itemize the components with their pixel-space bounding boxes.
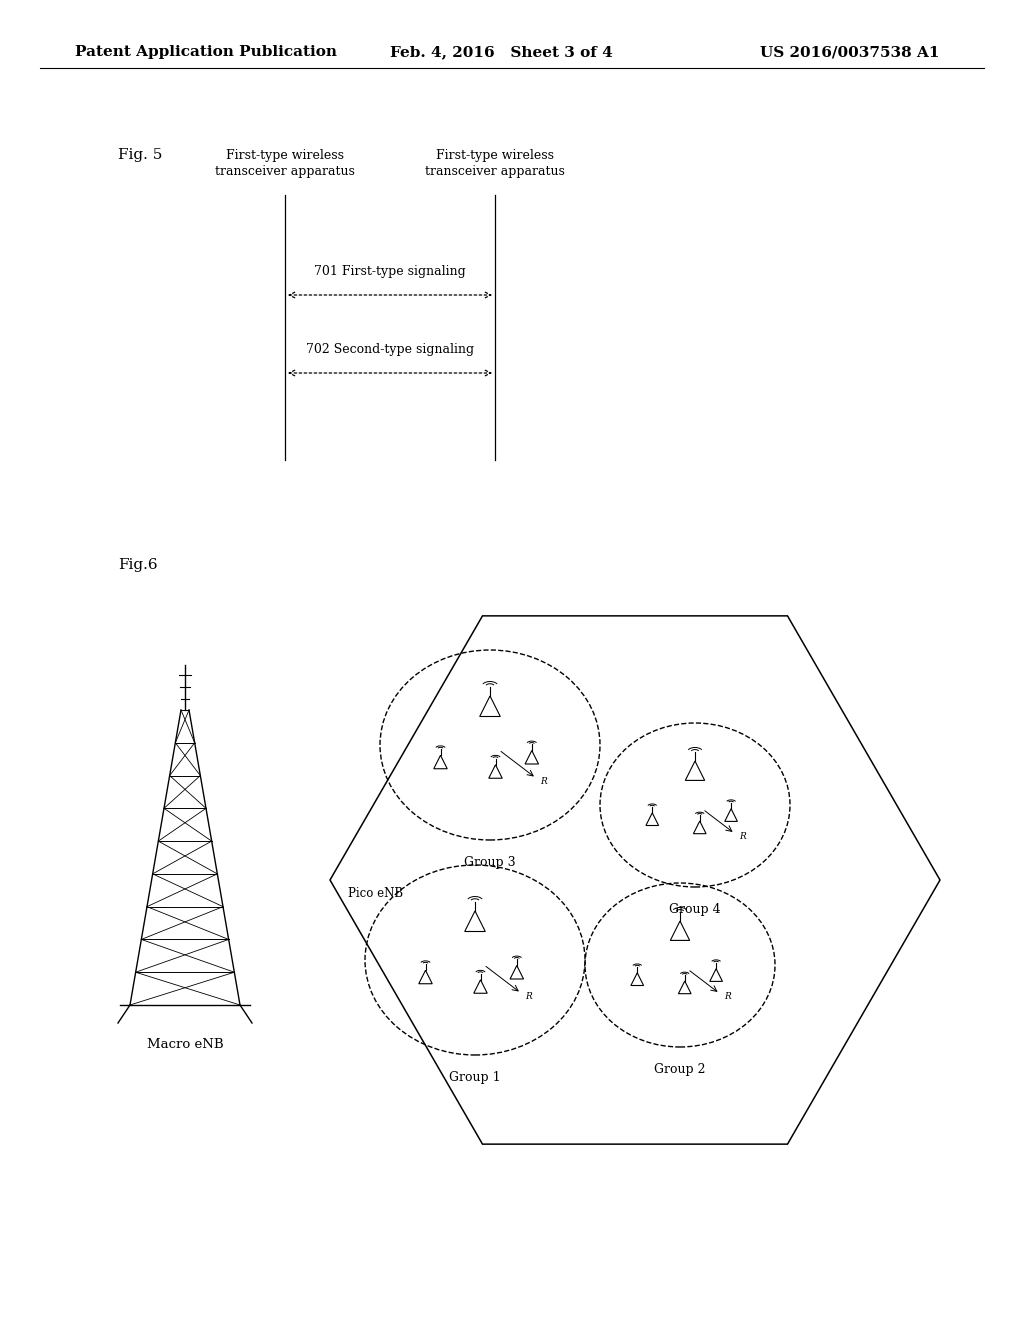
- Polygon shape: [474, 979, 487, 993]
- Text: Group 1: Group 1: [450, 1071, 501, 1084]
- Polygon shape: [434, 755, 447, 768]
- Polygon shape: [479, 696, 501, 717]
- Text: R: R: [525, 991, 531, 1001]
- Polygon shape: [419, 970, 432, 983]
- Text: R: R: [541, 776, 547, 785]
- Text: Group 4: Group 4: [670, 903, 721, 916]
- Polygon shape: [488, 764, 502, 779]
- Text: R: R: [724, 993, 731, 1001]
- Text: Fig.6: Fig.6: [118, 558, 158, 572]
- Text: US 2016/0037538 A1: US 2016/0037538 A1: [760, 45, 939, 59]
- Text: 701 First-type signaling: 701 First-type signaling: [314, 265, 466, 279]
- Text: Patent Application Publication: Patent Application Publication: [75, 45, 337, 59]
- Polygon shape: [510, 965, 523, 979]
- Text: Group 2: Group 2: [654, 1063, 706, 1076]
- Text: First-type wireless
transceiver apparatus: First-type wireless transceiver apparatu…: [425, 149, 565, 178]
- Polygon shape: [525, 751, 539, 764]
- Text: 702 Second-type signaling: 702 Second-type signaling: [306, 343, 474, 356]
- Text: Group 3: Group 3: [464, 855, 516, 869]
- Polygon shape: [710, 969, 723, 981]
- Polygon shape: [685, 762, 705, 780]
- Polygon shape: [693, 821, 707, 834]
- Polygon shape: [679, 981, 691, 994]
- Text: Pico eNB: Pico eNB: [348, 887, 403, 900]
- Polygon shape: [671, 921, 690, 940]
- Text: Feb. 4, 2016   Sheet 3 of 4: Feb. 4, 2016 Sheet 3 of 4: [390, 45, 612, 59]
- Polygon shape: [465, 911, 485, 932]
- Text: Macro eNB: Macro eNB: [146, 1039, 223, 1052]
- Text: Fig. 5: Fig. 5: [118, 148, 163, 162]
- Polygon shape: [646, 813, 658, 825]
- Polygon shape: [631, 973, 644, 986]
- Polygon shape: [725, 809, 737, 821]
- Text: First-type wireless
transceiver apparatus: First-type wireless transceiver apparatu…: [215, 149, 355, 178]
- Text: R: R: [739, 832, 745, 841]
